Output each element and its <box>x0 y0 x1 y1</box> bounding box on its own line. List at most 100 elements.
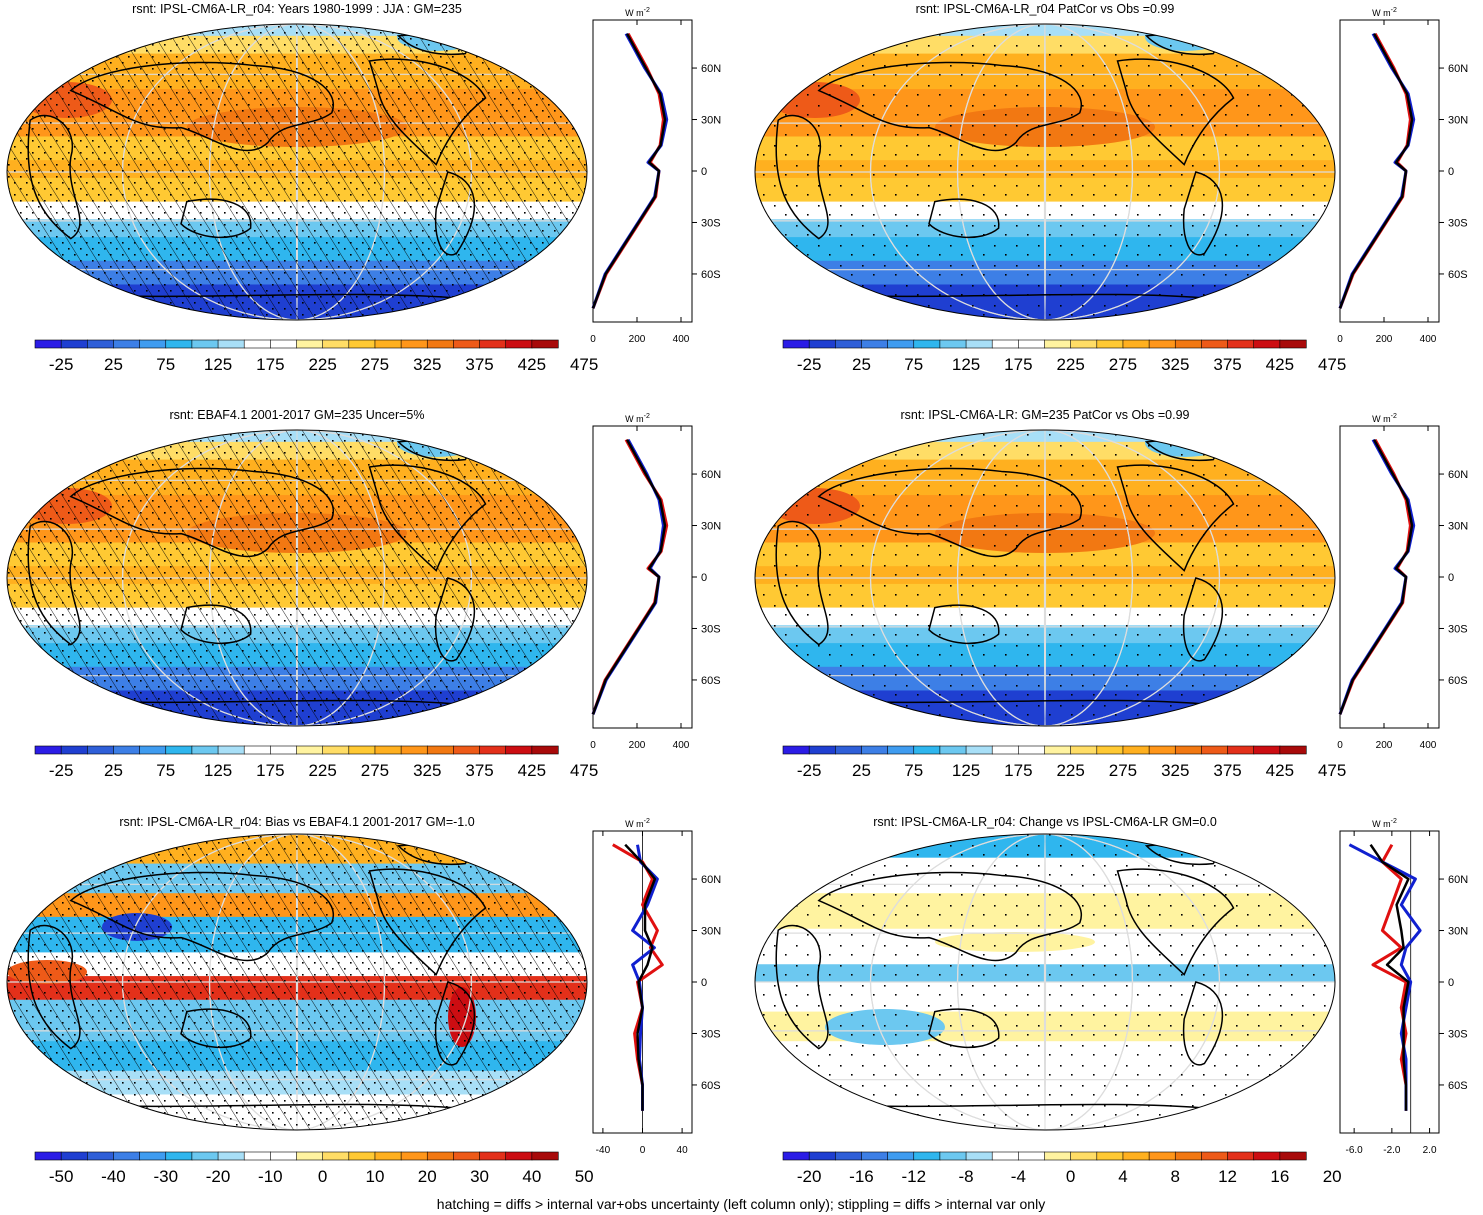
colorbar-label: 475 <box>570 761 598 780</box>
lat-tick-label: 60N <box>1448 63 1468 75</box>
colorbar: -50 -40 -30 -20 -10 0 10 20 30 40 50 <box>34 1151 594 1186</box>
stippling-overlay <box>755 430 1335 726</box>
colorbar-label: -20 <box>206 1167 231 1186</box>
colorbar-swatch <box>374 339 402 349</box>
colorbar-label: 425 <box>518 761 546 780</box>
colorbar-label: -8 <box>958 1167 973 1186</box>
colorbar-swatch <box>479 1151 507 1161</box>
colorbar-swatch <box>113 339 141 349</box>
colorbar-swatch <box>60 745 88 755</box>
colorbar-swatch <box>913 745 941 755</box>
colorbar-swatch <box>861 1151 889 1161</box>
colorbar-label: 10 <box>365 1167 384 1186</box>
colorbar-swatch <box>296 339 324 349</box>
zonal-plot-frame <box>592 19 693 323</box>
colorbar-label: 25 <box>104 355 123 374</box>
colorbar-swatch <box>991 339 1019 349</box>
colorbar-swatch <box>1174 745 1203 755</box>
map-field <box>755 430 1335 726</box>
colorbar-label: 425 <box>1266 761 1294 780</box>
colorbar-label: 20 <box>418 1167 437 1186</box>
x-tick-label: 40 <box>677 1145 689 1156</box>
colorbar-swatch <box>243 339 271 349</box>
colorbar-label: -10 <box>258 1167 283 1186</box>
lat-tick-label: 60N <box>701 63 721 75</box>
colorbar-swatch <box>939 339 967 349</box>
lat-tick-label: 60S <box>701 675 721 687</box>
colorbar-swatch <box>965 339 993 349</box>
lat-tick-label: 30N <box>701 521 721 533</box>
x-tick-label: -40 <box>596 1145 611 1156</box>
zonal-series-black <box>624 843 657 1111</box>
colorbar-label: -12 <box>901 1167 926 1186</box>
zonal-mean-plot: W m-2 60N 30N 0 30S 60S 0 200 400 <box>590 413 721 751</box>
colorbar-label: 225 <box>308 355 336 374</box>
colorbar-label: -25 <box>797 761 822 780</box>
colorbar-swatch <box>1122 1151 1150 1161</box>
x-tick-label: 0 <box>590 334 596 345</box>
colorbar-swatch <box>426 1151 455 1161</box>
zonal-plot-frame <box>592 425 693 729</box>
colorbar-swatch <box>113 745 141 755</box>
lat-tick-label: 0 <box>1448 572 1454 584</box>
colorbar-swatch <box>60 1151 88 1161</box>
panel-title: rsnt: IPSL-CM6A-LR_r04 PatCor vs Obs =0.… <box>916 2 1175 16</box>
colorbar-swatch <box>165 1151 193 1161</box>
colorbar-swatch <box>1070 1151 1098 1161</box>
x-tick-label: 400 <box>673 740 690 751</box>
colorbar-swatch <box>165 745 193 755</box>
zonal-series-black <box>591 33 667 309</box>
colorbar-label: 375 <box>465 761 493 780</box>
colorbar-label: 16 <box>1270 1167 1289 1186</box>
colorbar-swatch <box>322 339 350 349</box>
colorbar-swatch <box>1070 339 1098 349</box>
colorbar-label: -30 <box>153 1167 178 1186</box>
colorbar: -25 25 75 125 175 225 275 325 375 425 475 <box>34 745 598 780</box>
colorbar-swatch <box>34 745 62 755</box>
map-border <box>6 23 588 321</box>
colorbar-swatch <box>1096 339 1124 349</box>
x-tick-label: 0 <box>1337 740 1343 751</box>
colorbar-swatch <box>243 1151 271 1161</box>
x-tick-label: -2.0 <box>1383 1145 1401 1156</box>
colorbar-swatch <box>505 745 533 755</box>
colorbar-swatch <box>531 1151 559 1161</box>
colorbar-swatch <box>348 745 376 755</box>
colorbar-label: 25 <box>852 355 871 374</box>
colorbar-label: 475 <box>570 355 598 374</box>
colorbar-swatch <box>34 1151 62 1161</box>
map-border <box>754 23 1336 321</box>
colorbar-swatch <box>861 745 889 755</box>
lat-tick-label: 60S <box>1448 1080 1468 1092</box>
colorbar-swatch <box>808 1151 836 1161</box>
zonal-unit-label: W m-2 <box>1372 413 1397 424</box>
x-tick-label: 200 <box>629 334 646 345</box>
colorbar-label: -40 <box>101 1167 126 1186</box>
colorbar-label: 8 <box>1171 1167 1180 1186</box>
colorbar-swatch <box>1044 1151 1072 1161</box>
colorbar-label: 425 <box>1266 355 1294 374</box>
colorbar-label: 375 <box>1213 355 1241 374</box>
lat-tick-label: 0 <box>1448 166 1454 178</box>
x-tick-label: 400 <box>673 334 690 345</box>
colorbar-swatch <box>191 339 219 349</box>
zonal-series-black <box>591 439 667 715</box>
colorbar-swatch <box>1044 745 1072 755</box>
colorbar-swatch <box>861 339 889 349</box>
colorbar-label: 12 <box>1218 1167 1237 1186</box>
colorbar-label: 125 <box>952 355 980 374</box>
zonal-unit-label: W m-2 <box>1372 7 1397 18</box>
lat-tick-label: 30S <box>701 217 721 229</box>
colorbar-swatch <box>1279 745 1307 755</box>
colorbar-label: 175 <box>256 355 284 374</box>
panel-6: rsnt: IPSL-CM6A-LR_r04: Change vs IPSL-C… <box>754 815 1468 1186</box>
lat-tick-label: 60S <box>701 1080 721 1092</box>
colorbar-label: 25 <box>104 761 123 780</box>
zonal-unit-label: W m-2 <box>625 413 650 424</box>
colorbar-swatch <box>374 745 402 755</box>
panel-1: rsnt: IPSL-CM6A-LR_r04: Years 1980-1999 … <box>6 2 721 374</box>
map-field <box>755 24 1335 320</box>
colorbar-label: 125 <box>952 761 980 780</box>
colorbar-swatch <box>87 339 115 349</box>
colorbar-swatch <box>991 1151 1019 1161</box>
